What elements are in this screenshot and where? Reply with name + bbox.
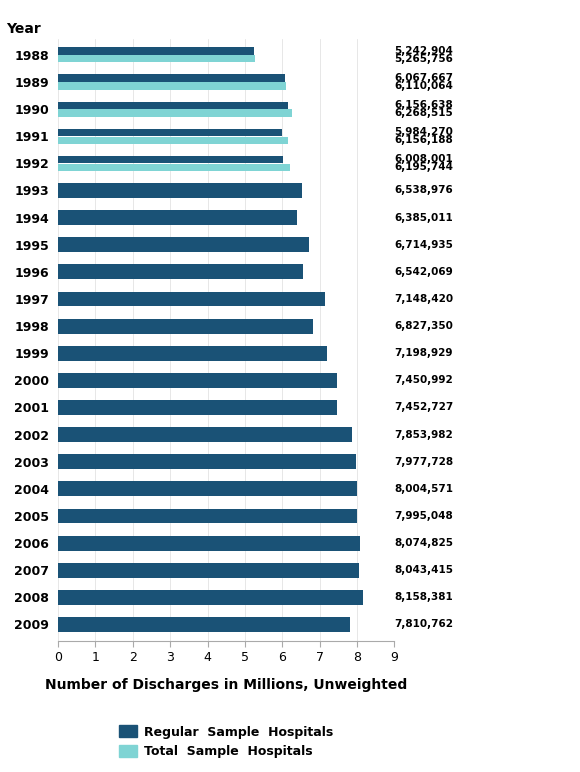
Bar xyxy=(58,346,327,361)
Bar xyxy=(58,102,288,109)
Bar xyxy=(58,617,350,632)
Text: Year: Year xyxy=(6,22,41,36)
Bar xyxy=(58,400,336,415)
Bar xyxy=(58,183,302,198)
Text: 7,198,929: 7,198,929 xyxy=(394,348,453,358)
Bar xyxy=(58,137,288,144)
Bar xyxy=(58,563,358,577)
Text: 7,977,728: 7,977,728 xyxy=(394,457,454,467)
Text: 8,004,571: 8,004,571 xyxy=(394,484,454,494)
Text: 6,268,515: 6,268,515 xyxy=(394,108,453,118)
Bar xyxy=(58,164,289,171)
Text: 8,074,825: 8,074,825 xyxy=(394,538,454,548)
Text: 8,158,381: 8,158,381 xyxy=(394,592,453,602)
Bar xyxy=(58,509,357,523)
Bar xyxy=(58,47,254,55)
Bar xyxy=(58,482,357,496)
Bar xyxy=(58,110,292,117)
Text: 5,242,904: 5,242,904 xyxy=(394,46,454,56)
Text: 6,156,188: 6,156,188 xyxy=(394,135,453,145)
Bar xyxy=(58,83,287,90)
Bar xyxy=(58,590,363,604)
Text: 6,156,638: 6,156,638 xyxy=(394,100,453,110)
Bar xyxy=(58,237,309,252)
Bar xyxy=(58,156,282,163)
Text: 8,043,415: 8,043,415 xyxy=(394,565,454,575)
Text: 7,450,992: 7,450,992 xyxy=(394,375,453,385)
Text: 7,995,048: 7,995,048 xyxy=(394,511,453,521)
Text: 6,714,935: 6,714,935 xyxy=(394,240,454,250)
Text: 5,265,756: 5,265,756 xyxy=(394,54,454,64)
Bar xyxy=(58,536,360,550)
Text: 7,810,762: 7,810,762 xyxy=(394,619,454,629)
Bar xyxy=(58,129,282,136)
Bar xyxy=(58,292,325,306)
Text: 6,008,001: 6,008,001 xyxy=(394,154,453,164)
Text: 6,067,667: 6,067,667 xyxy=(394,73,454,83)
Text: 7,148,420: 7,148,420 xyxy=(394,294,454,304)
X-axis label: Number of Discharges in Millions, Unweighted: Number of Discharges in Millions, Unweig… xyxy=(45,678,407,692)
Bar xyxy=(58,319,313,334)
Bar xyxy=(58,373,336,388)
Text: 6,195,744: 6,195,744 xyxy=(394,162,454,172)
Bar xyxy=(58,210,296,225)
Legend: Regular  Sample  Hospitals, Total  Sample  Hospitals: Regular Sample Hospitals, Total Sample H… xyxy=(119,725,334,758)
Text: 7,452,727: 7,452,727 xyxy=(394,402,454,412)
Text: 6,827,350: 6,827,350 xyxy=(394,321,454,331)
Bar xyxy=(58,74,285,82)
Text: 6,538,976: 6,538,976 xyxy=(394,185,453,195)
Text: 5,984,270: 5,984,270 xyxy=(394,127,454,137)
Bar xyxy=(58,427,351,442)
Bar xyxy=(58,454,356,469)
Text: 6,110,064: 6,110,064 xyxy=(394,81,454,91)
Text: 6,385,011: 6,385,011 xyxy=(394,212,453,222)
Bar xyxy=(58,264,303,279)
Bar xyxy=(58,55,255,63)
Text: 7,853,982: 7,853,982 xyxy=(394,429,453,439)
Text: 6,542,069: 6,542,069 xyxy=(394,267,453,277)
